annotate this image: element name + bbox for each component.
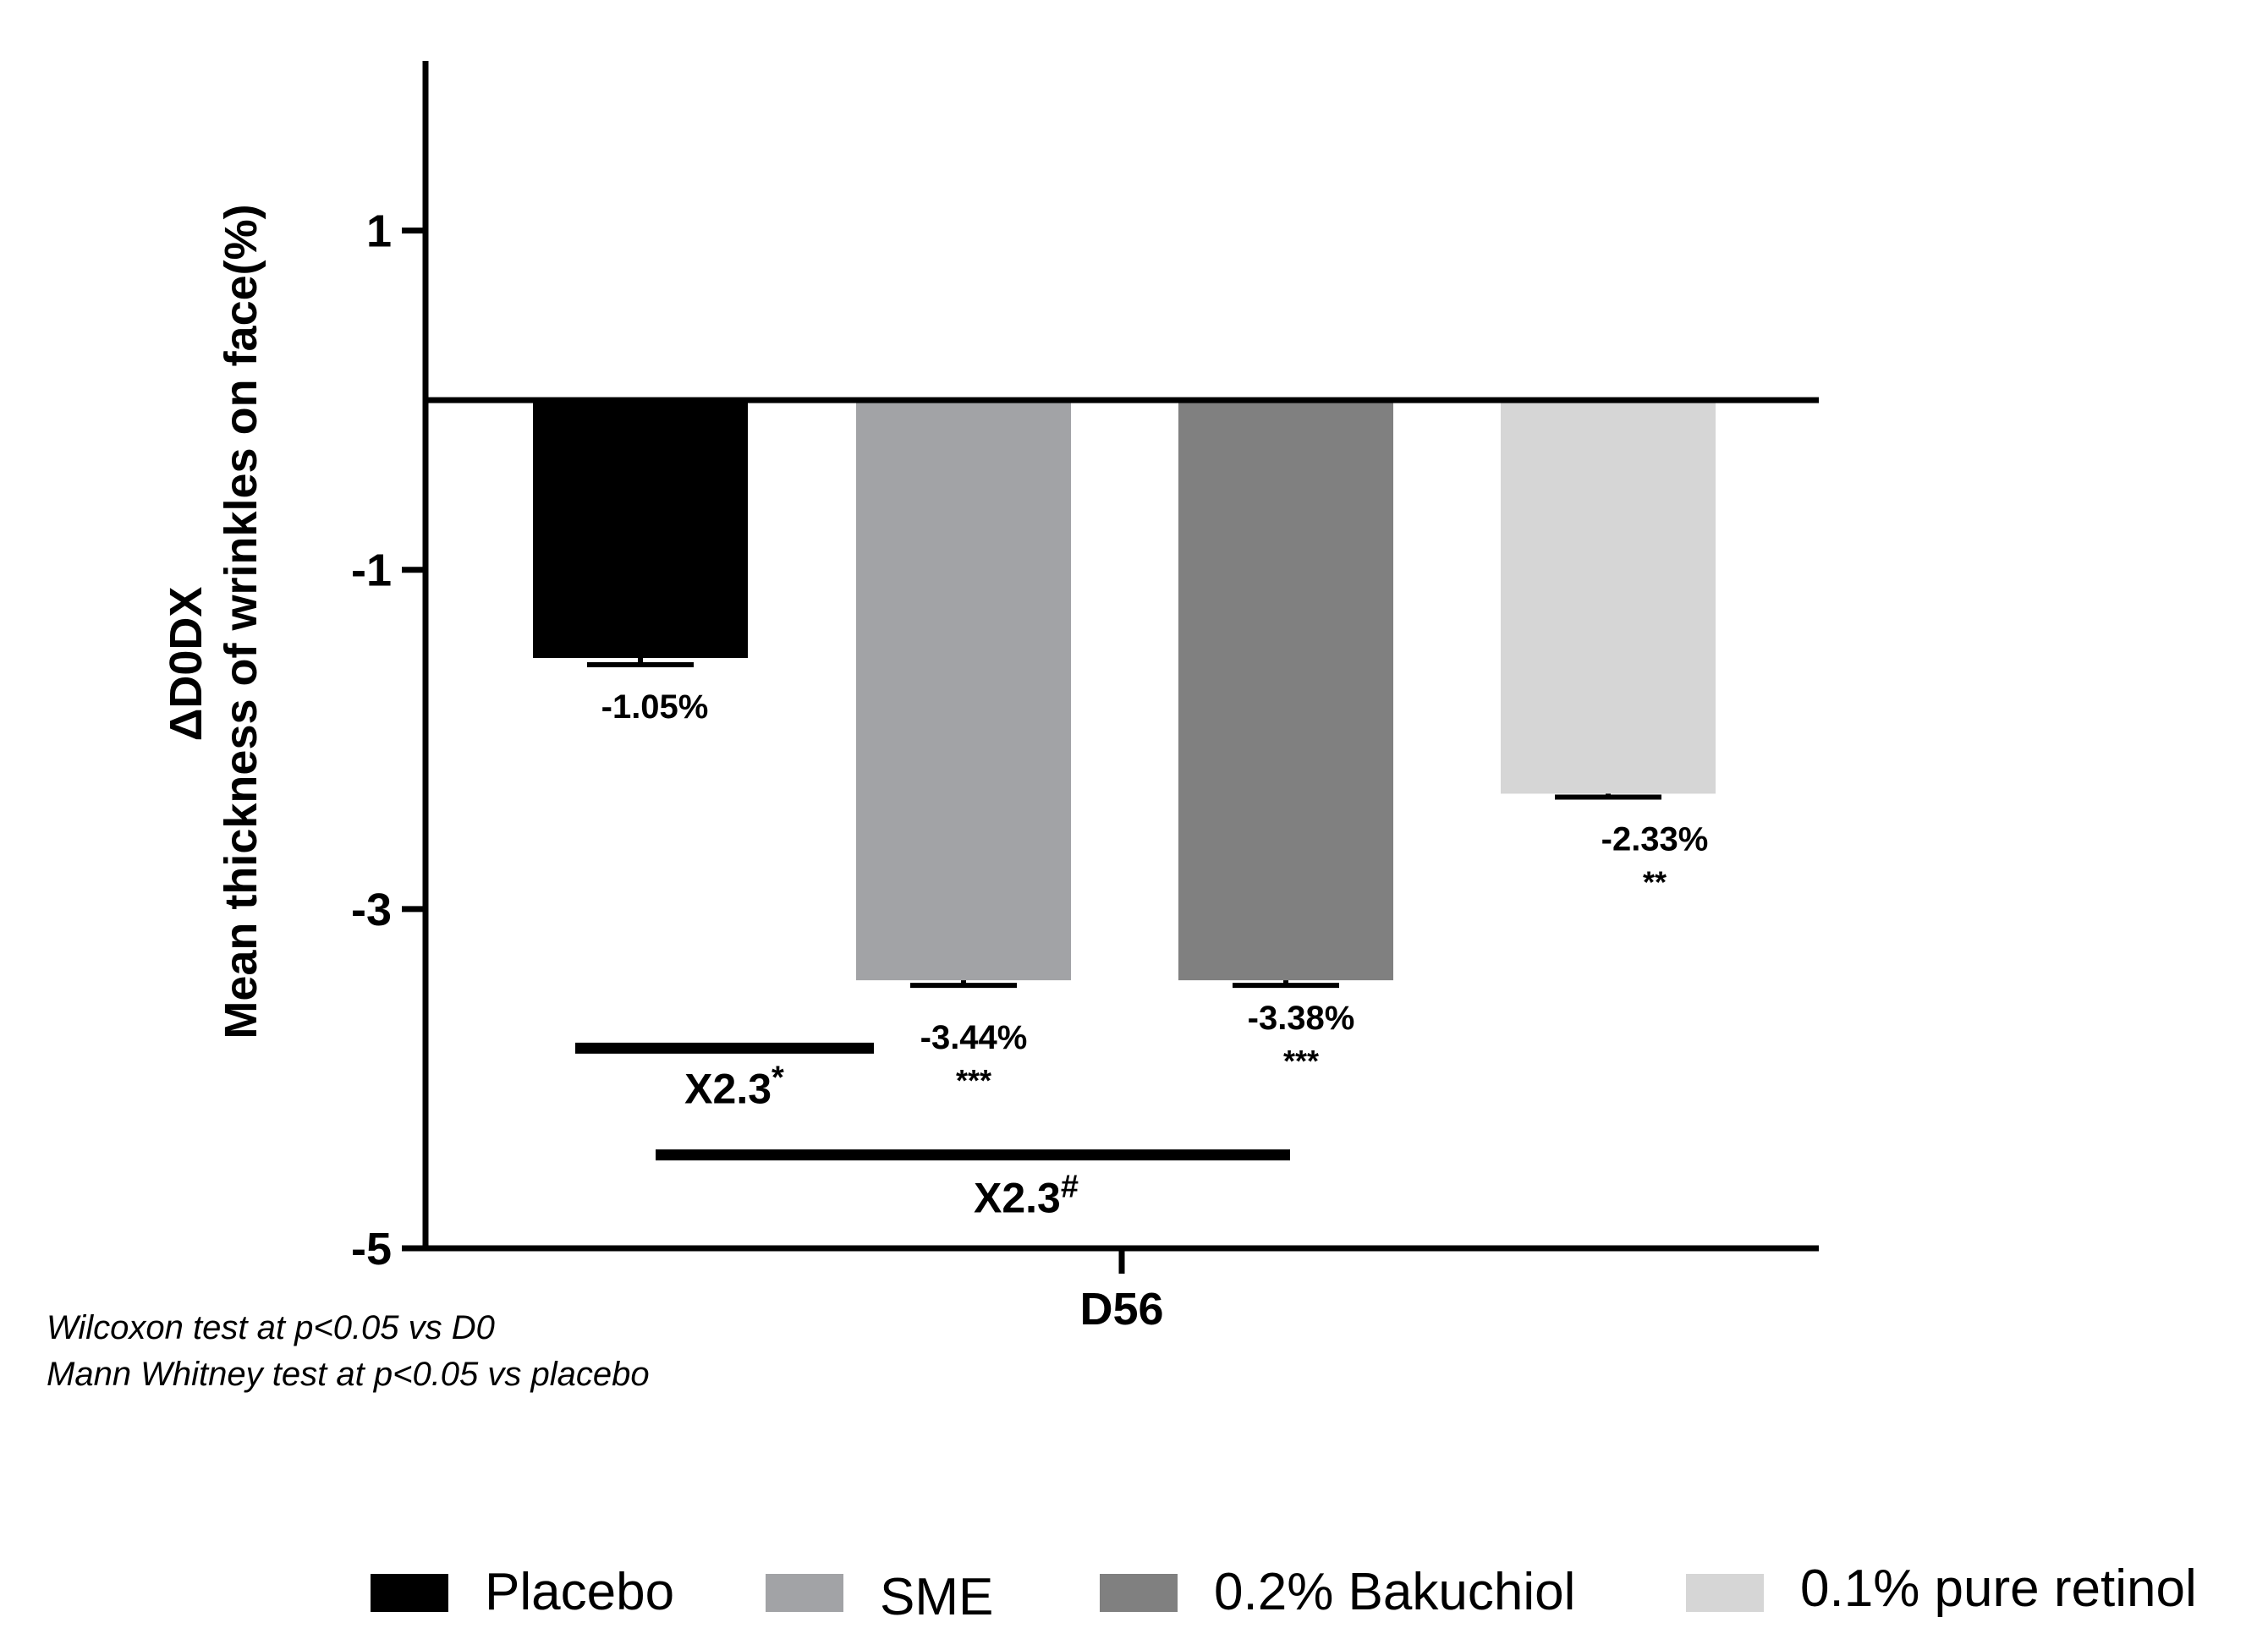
data-label-sme: -3.44%: [920, 1019, 1028, 1056]
bar-sme: [856, 400, 1071, 981]
bar-placebo: [533, 400, 748, 659]
y-tick-label: -1: [351, 545, 392, 596]
y-axis-label-line1: ΔD0DX: [161, 587, 211, 742]
significance-sme: ***: [956, 1063, 991, 1098]
legend-swatch-bakuchiol: [1100, 1574, 1178, 1612]
data-label-0-1-pure-retinol: -2.33%: [1601, 820, 1709, 858]
bars-layer: [533, 400, 1716, 981]
x-ticks-layer: D56: [1079, 1248, 1164, 1335]
legend-label-bakuchiol: 0.2% Bakuchiol: [1214, 1563, 1576, 1621]
chart: 1-1-3-5 D56 -1.05%-3.44%***-3.38%***-2.3…: [161, 61, 1819, 1335]
data-labels-layer: -1.05% -3.44% *** -3.38% *** -2.33% **: [601, 688, 1709, 1098]
legend-label-sme: SME: [880, 1568, 994, 1626]
bar-0-1-pure-retinol: [1501, 400, 1716, 794]
comparison-label-1: X2.3*: [684, 1060, 784, 1112]
x-tick-label: D56: [1079, 1284, 1163, 1335]
legend: Placebo SME 0.2% Bakuchiol 0.1% pure ret…: [0, 1554, 2268, 1639]
significance-0-2-bakuchiol: ***: [1283, 1044, 1319, 1078]
legend-swatch-sme: [766, 1574, 843, 1612]
comparison-superscript-1: *: [772, 1060, 784, 1095]
data-label-0-2-bakuchiol: -3.38%: [1248, 1000, 1355, 1037]
legend-label-placebo: Placebo: [485, 1563, 675, 1621]
error-bars-layer: [587, 658, 1661, 989]
legend-swatch-retinol: [1686, 1574, 1764, 1612]
legend-swatch-placebo: [371, 1574, 448, 1612]
y-tick-label: 1: [366, 206, 392, 257]
bar-0-2-bakuchiol: [1178, 400, 1393, 981]
y-ticks-layer: 1 -1 -3 -5: [351, 206, 426, 1275]
y-tick-label: -5: [351, 1224, 392, 1275]
comparisons-layer: X2.3* X2.3#: [575, 1042, 1290, 1222]
footnote-wilcoxon: Wilcoxon test at p<0.05 vs D0: [47, 1309, 495, 1346]
y-tick-label: -3: [351, 885, 392, 935]
y-axis-label-line2: Mean thickness of wrinkles on face(%): [216, 204, 266, 1039]
legend-label-retinol: 0.1% pure retinol: [1800, 1560, 2197, 1618]
significance-0-1-pure-retinol: **: [1643, 864, 1667, 899]
data-label-placebo: -1.05%: [601, 688, 709, 726]
footnote-mann-whitney: Mann Whitney test at p<0.05 vs placebo: [47, 1356, 650, 1393]
comparison-superscript-2: #: [1061, 1170, 1079, 1205]
comparison-label-2: X2.3#: [974, 1170, 1079, 1222]
